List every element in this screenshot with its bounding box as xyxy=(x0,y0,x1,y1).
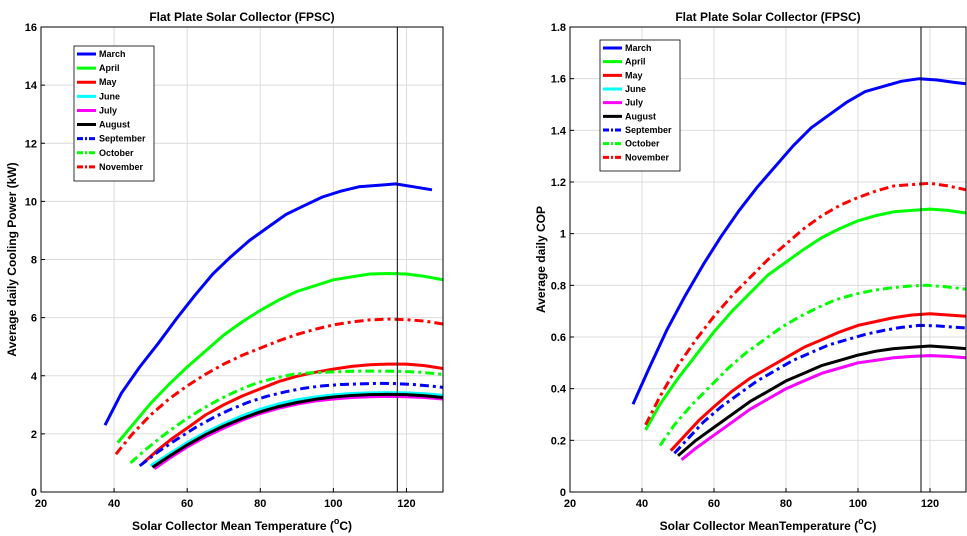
legend-label-march: March xyxy=(99,49,126,59)
series-line-november xyxy=(114,317,443,456)
legend-label-june: June xyxy=(99,91,120,101)
cop-chart: 20 40 60 80 100 120 0 0.2 0.4 0.6 0.8 1 1.2 1.4 1.6 1.8… xyxy=(534,10,967,533)
series-line-august xyxy=(151,392,443,469)
x-tick-label: 80 xyxy=(254,498,266,510)
legend-label-november: November xyxy=(625,152,670,162)
x-tick-label: 120 xyxy=(921,498,939,510)
y-tick-label: 6 xyxy=(31,313,37,325)
x-tick-label: 100 xyxy=(849,498,867,510)
legend-label-may: May xyxy=(99,77,117,87)
x-tick-label: 40 xyxy=(108,498,120,510)
x-tick-label: 20 xyxy=(564,498,576,510)
chart-title: Flat Plate Solar Collector (FPSC) xyxy=(149,10,334,24)
y-tick-label: 0.2 xyxy=(551,435,566,447)
x-tick-label: 80 xyxy=(780,498,792,510)
x-tick-label: 60 xyxy=(181,498,193,510)
legend-label-september: September xyxy=(99,134,146,144)
x-tick-label: 100 xyxy=(324,498,342,510)
series-line-september xyxy=(138,381,443,467)
series-line-march xyxy=(631,77,966,405)
axes-box xyxy=(569,26,967,493)
series-line-may xyxy=(142,362,443,465)
y-tick-label: 0.4 xyxy=(551,384,567,396)
x-tick-label: 120 xyxy=(397,498,415,510)
y-tick-label: 14 xyxy=(25,80,38,92)
y-tick-label: 1.2 xyxy=(551,177,566,189)
series-line-june xyxy=(149,391,443,468)
legend-label-august: August xyxy=(99,120,130,130)
y-tick-label: 8 xyxy=(31,255,37,267)
legend-label-may: May xyxy=(625,70,643,80)
series-line-october xyxy=(658,283,966,447)
series-line-march xyxy=(103,182,433,426)
series-line-july xyxy=(680,354,966,461)
y-tick-label: 1.6 xyxy=(551,74,566,86)
legend-label-october: October xyxy=(99,148,134,158)
y-tick-label: 2 xyxy=(31,429,37,441)
y-tick-label: 0.6 xyxy=(551,332,566,344)
x-axis-label-end: C) xyxy=(339,519,352,533)
series-line-september xyxy=(673,323,966,455)
legend-label-september: September xyxy=(625,125,672,135)
x-tick-label: 40 xyxy=(636,498,648,510)
y-tick-label: 1 xyxy=(560,229,566,241)
legend-label-november: November xyxy=(99,162,144,172)
x-axis-label-text: Solar Collector Mean Temperature ( xyxy=(132,519,334,533)
y-tick-label: 1.4 xyxy=(551,125,567,137)
series-line-august xyxy=(677,344,966,457)
legend-label-march: March xyxy=(625,43,652,53)
series-line-april xyxy=(644,207,966,431)
series-line-april xyxy=(116,272,443,444)
y-tick-label: 10 xyxy=(25,196,37,208)
y-tick-label: 0 xyxy=(31,487,37,499)
legend-label-april: April xyxy=(625,57,646,67)
legend-label-july: July xyxy=(99,105,117,115)
series-group xyxy=(631,77,966,461)
legend-label-august: August xyxy=(625,111,656,121)
legend-label-october: October xyxy=(625,139,660,149)
series-line-october xyxy=(129,369,443,465)
x-axis-label-superscript: o xyxy=(334,516,340,526)
x-axis-label-superscript: o xyxy=(858,516,864,526)
series-line-july xyxy=(153,394,443,471)
series-group xyxy=(103,182,443,471)
y-axis-label: Average daily Cooling Power (kW) xyxy=(5,162,19,356)
y-axis-label: Average daily COP xyxy=(534,206,548,313)
x-axis-label-text: Solar Collector MeanTemperature ( xyxy=(660,519,859,533)
legend-label-april: April xyxy=(99,63,120,73)
x-tick-label: 60 xyxy=(708,498,720,510)
y-tick-label: 1.8 xyxy=(551,22,566,34)
x-tick-label: 20 xyxy=(35,498,47,510)
series-line-november xyxy=(644,181,966,426)
x-axis-label-end: C) xyxy=(864,519,877,533)
legend-label-july: July xyxy=(625,98,643,108)
y-tick-label: 12 xyxy=(25,138,37,150)
cooling-power-chart: 20 40 60 80 100 120 0 2 4 6 8 10 12 14 16 Flat Plate So… xyxy=(5,10,444,533)
y-tick-label: 16 xyxy=(25,22,37,34)
chart-title: Flat Plate Solar Collector (FPSC) xyxy=(675,10,860,24)
x-axis-label: Solar Collector Mean Temperature (oC) xyxy=(132,516,352,533)
series-line-may xyxy=(669,312,966,452)
x-axis-label: Solar Collector MeanTemperature (oC) xyxy=(660,516,877,533)
y-tick-label: 0 xyxy=(560,487,566,499)
y-tick-label: 0.8 xyxy=(551,280,566,292)
y-tick-label: 4 xyxy=(31,371,38,383)
legend-label-june: June xyxy=(625,84,646,94)
